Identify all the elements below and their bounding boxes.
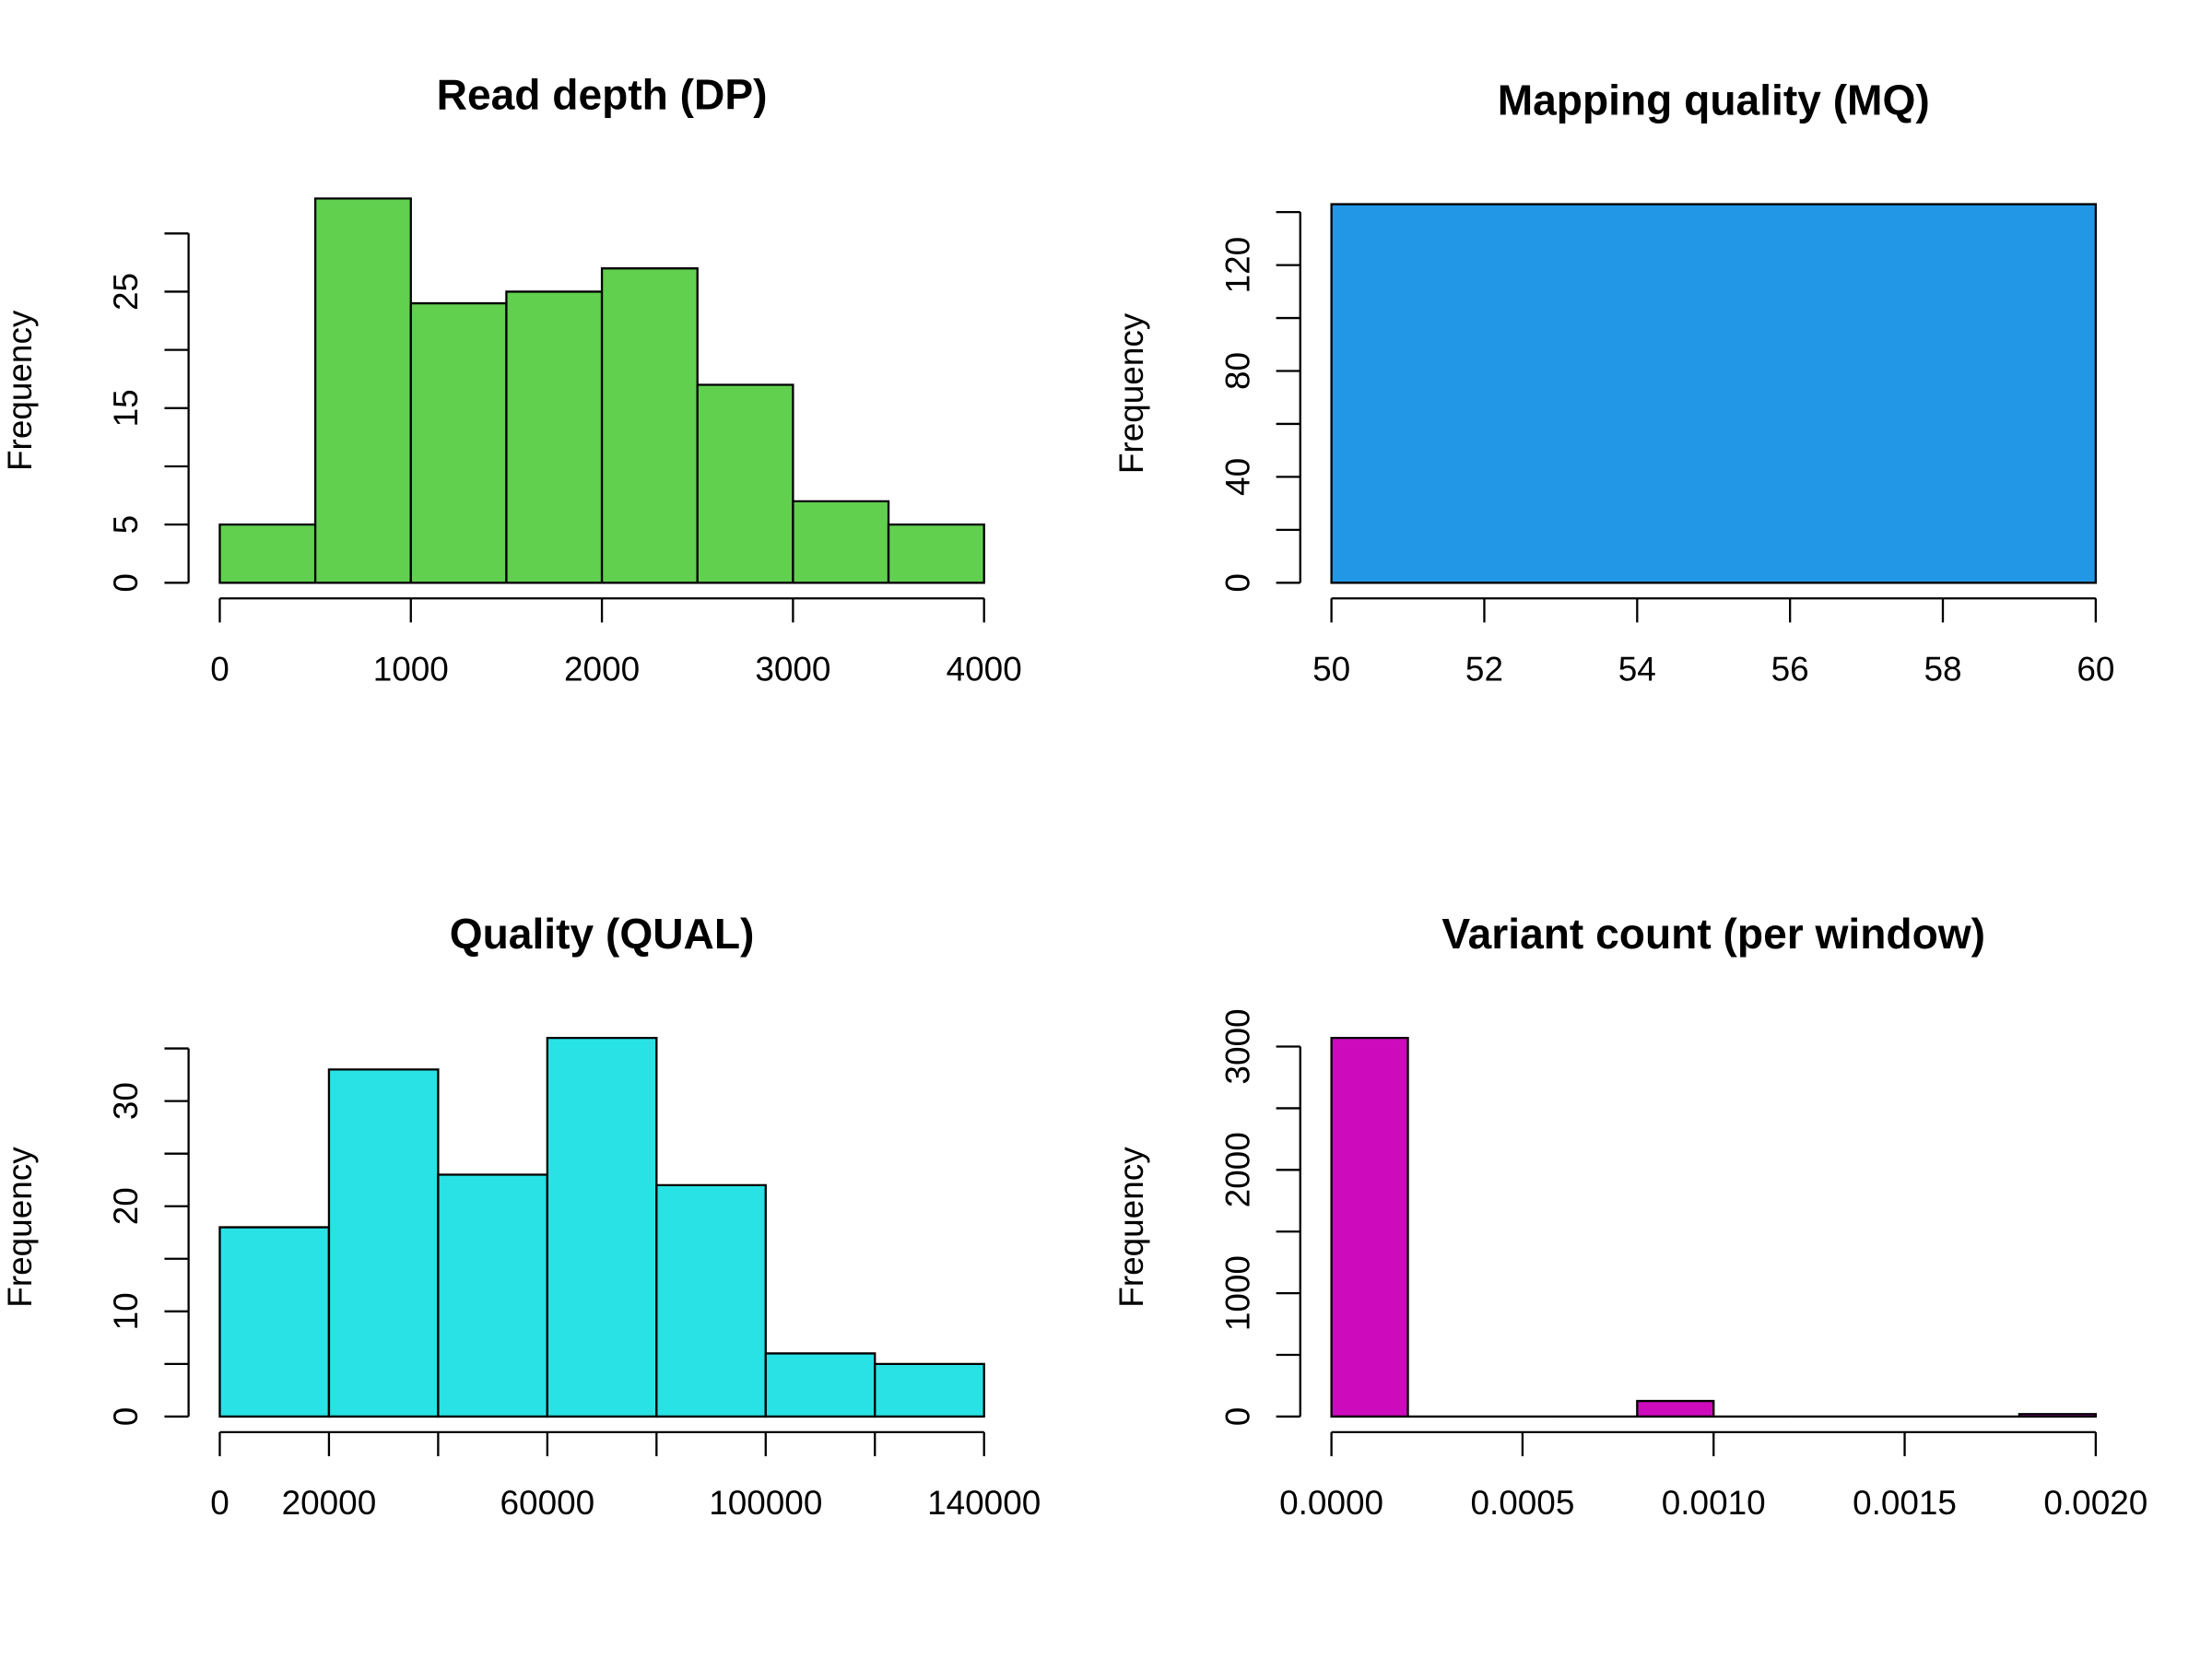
y-tick-label: 0 xyxy=(107,573,145,593)
bar xyxy=(409,301,508,584)
bar xyxy=(313,197,412,584)
y-tick-label: 120 xyxy=(1218,237,1256,294)
y-tick-label: 80 xyxy=(1218,352,1256,390)
bar xyxy=(874,1362,985,1418)
x-tick-label: 54 xyxy=(1618,650,1656,688)
y-tick-label: 2000 xyxy=(1218,1132,1256,1207)
x-tick-label: 140000 xyxy=(927,1484,1041,1522)
bar xyxy=(1330,203,2097,584)
x-tick-label: 2000 xyxy=(564,650,640,688)
y-axis-label: Frequency xyxy=(1,310,39,471)
y-tick-label: 3000 xyxy=(1218,1008,1256,1084)
x-tick-label: 0 xyxy=(210,1484,229,1522)
bar xyxy=(546,1037,658,1418)
y-tick-label: 40 xyxy=(1218,458,1256,496)
y-axis-label: Frequency xyxy=(1112,312,1150,474)
bar xyxy=(600,267,699,584)
y-tick-label: 25 xyxy=(107,273,145,311)
bar xyxy=(764,1352,877,1418)
x-tick-label: 60 xyxy=(2077,650,2114,688)
y-tick-label: 1000 xyxy=(1218,1255,1256,1331)
bar xyxy=(696,383,794,584)
y-tick-label: 30 xyxy=(107,1082,145,1120)
x-tick-label: 3000 xyxy=(755,650,830,688)
y-tick-label: 0 xyxy=(107,1407,145,1427)
x-tick-label: 50 xyxy=(1312,650,1350,688)
chart-title: Mapping quality (MQ) xyxy=(1498,76,1930,124)
bar xyxy=(1636,1399,1715,1418)
bar xyxy=(792,500,890,584)
x-tick-label: 0 xyxy=(210,650,229,688)
y-axis-label: Frequency xyxy=(1112,1147,1150,1308)
x-tick-label: 0.0020 xyxy=(2043,1484,2147,1522)
y-axis-label: Frequency xyxy=(1,1147,39,1308)
y-tick-label: 0 xyxy=(1218,1407,1256,1427)
bar xyxy=(887,523,985,584)
bar xyxy=(505,290,604,584)
x-tick-label: 0.0010 xyxy=(1662,1484,1766,1522)
x-tick-label: 0.0000 xyxy=(1279,1484,1383,1522)
bar xyxy=(437,1173,548,1418)
bar xyxy=(655,1183,767,1418)
x-tick-label: 56 xyxy=(1771,650,1809,688)
y-tick-label: 10 xyxy=(107,1292,145,1330)
x-tick-label: 1000 xyxy=(373,650,449,688)
chart-title: Quality (QUAL) xyxy=(450,910,755,958)
bar xyxy=(2018,1413,2097,1418)
x-tick-label: 0.0015 xyxy=(1853,1484,1957,1522)
x-tick-label: 4000 xyxy=(947,650,1022,688)
chart-title: Read depth (DP) xyxy=(437,70,768,118)
y-tick-label: 15 xyxy=(107,389,145,427)
y-tick-label: 20 xyxy=(107,1187,145,1225)
x-tick-label: 20000 xyxy=(282,1484,377,1522)
x-tick-label: 60000 xyxy=(500,1484,595,1522)
y-tick-label: 5 xyxy=(107,515,145,535)
x-tick-label: 52 xyxy=(1465,650,1503,688)
bar xyxy=(218,1226,331,1418)
x-tick-label: 58 xyxy=(1924,650,1961,688)
bar xyxy=(218,523,317,584)
x-tick-label: 100000 xyxy=(709,1484,822,1522)
y-tick-label: 0 xyxy=(1218,573,1256,593)
bar xyxy=(327,1068,440,1418)
chart-title: Variant count (per window) xyxy=(1441,910,1985,958)
x-tick-label: 0.0005 xyxy=(1470,1484,1574,1522)
bar xyxy=(1330,1037,1409,1418)
